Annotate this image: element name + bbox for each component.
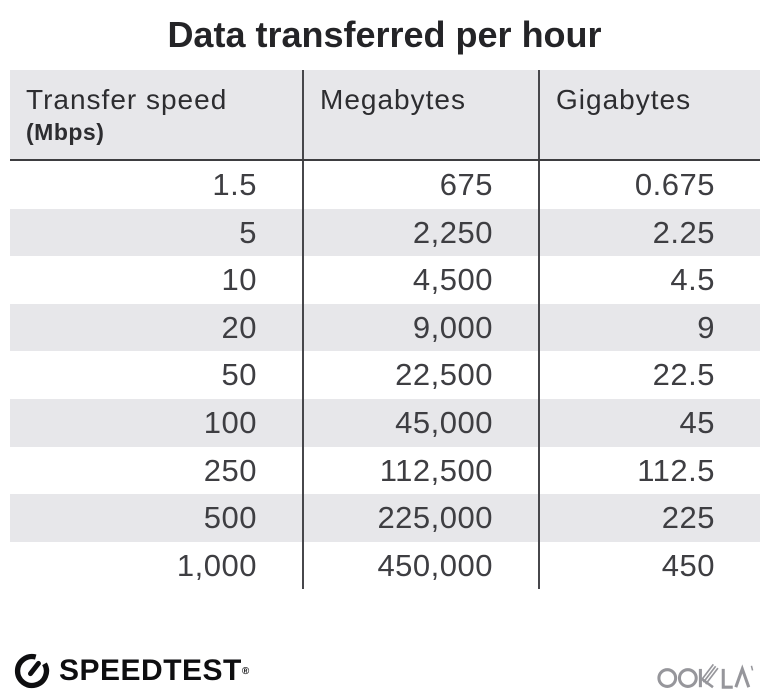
table-cell: 4,500 xyxy=(302,256,538,304)
speedtest-gauge-icon xyxy=(14,653,50,689)
ookla-logo xyxy=(657,659,756,691)
table-row: 500 225,000 225 xyxy=(10,494,760,542)
table-cell: 2.25 xyxy=(538,208,760,257)
header-label: Megabytes xyxy=(320,84,466,115)
header-gigabytes: Gigabytes xyxy=(538,70,760,159)
speedtest-logo: SPEEDTEST ® xyxy=(13,652,249,690)
header-megabytes: Megabytes xyxy=(302,70,538,159)
table-body: 1.5 675 0.675 5 2,250 2.25 10 4,500 4.5 20 9,000 9 5… xyxy=(10,161,760,590)
table-cell: 100 xyxy=(203,404,257,440)
table-cell: 9 xyxy=(538,303,760,352)
table-row: 5 2,250 2.25 xyxy=(10,208,760,257)
table-cell: 112.5 xyxy=(538,446,760,495)
table-cell: 225,000 xyxy=(302,494,538,542)
table-cell: 0.675 xyxy=(538,161,760,209)
header-label: Transfer speed xyxy=(26,84,228,115)
table-cell: 20 xyxy=(221,309,257,345)
table-cell: 1,000 xyxy=(176,547,257,583)
page-title: Data transferred per hour xyxy=(167,14,602,55)
table-row: 100 45,000 45 xyxy=(10,398,760,447)
table-header-row: Transfer speed (Mbps) Megabytes Gigabyte… xyxy=(10,70,760,161)
header-label: Gigabytes xyxy=(556,84,692,115)
table-cell: 5 xyxy=(239,214,257,250)
table-cell: 2,250 xyxy=(302,208,538,257)
table-cell: 4.5 xyxy=(538,256,760,304)
table-row: 20 9,000 9 xyxy=(10,303,760,352)
table-cell: 22.5 xyxy=(538,351,760,399)
ookla-wordmark-icon xyxy=(657,663,754,689)
table-cell: 112,500 xyxy=(302,446,538,495)
data-table: Transfer speed (Mbps) Megabytes Gigabyte… xyxy=(10,70,760,590)
table-cell: 225 xyxy=(538,494,760,542)
table-row: 250 112,500 112.5 xyxy=(10,446,760,495)
table-cell: 450,000 xyxy=(302,541,538,590)
speedtest-wordmark: SPEEDTEST xyxy=(59,654,242,687)
registered-trademark-icon: ® xyxy=(241,665,250,677)
table-cell: 250 xyxy=(203,452,257,488)
table-cell: 450 xyxy=(538,541,760,590)
table-row: 1,000 450,000 450 xyxy=(10,541,760,590)
table-row: 1.5 675 0.675 xyxy=(10,161,760,209)
header-transfer-speed: Transfer speed (Mbps) xyxy=(10,70,302,159)
table-cell: 10 xyxy=(221,262,257,298)
table-cell: 675 xyxy=(302,161,538,209)
table-row: 50 22,500 22.5 xyxy=(10,351,760,399)
table-cell: 9,000 xyxy=(302,303,538,352)
table-cell: 45,000 xyxy=(302,398,538,447)
footer: SPEEDTEST ® xyxy=(0,648,769,698)
table-cell: 22,500 xyxy=(302,351,538,399)
table-cell: 50 xyxy=(221,357,257,393)
header-unit-label: (Mbps) xyxy=(26,119,105,145)
table-cell: 500 xyxy=(203,500,257,536)
table-row: 10 4,500 4.5 xyxy=(10,256,760,304)
table-cell: 45 xyxy=(538,398,760,447)
table-cell: 1.5 xyxy=(212,167,257,202)
